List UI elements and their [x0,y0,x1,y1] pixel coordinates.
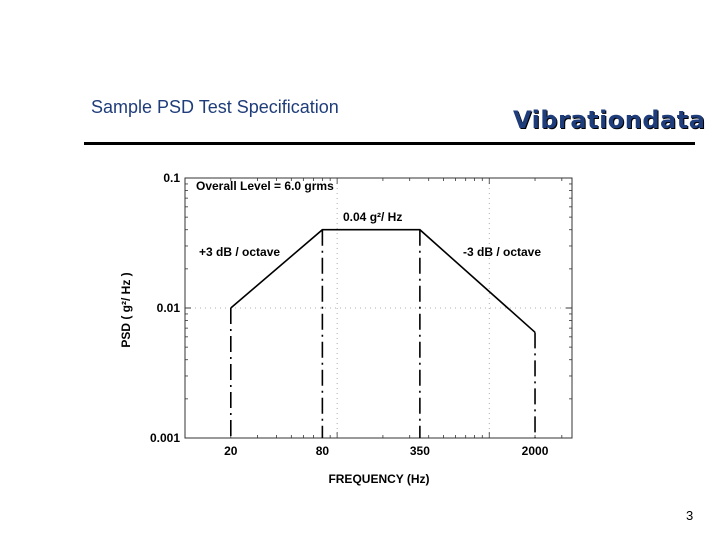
series-line-psd [230,228,536,333]
psd-chart: 0.1 0.01 0.001 20 80 350 2000 FREQUENCY … [119,171,573,486]
y-tick-0.1: 0.1 [163,171,180,185]
y-tick-0.01: 0.01 [157,301,181,315]
brand-logo: Vibrationdata [513,106,706,134]
page-number: 3 [686,508,694,523]
y-axis-label: PSD ( g²/ Hz ) [119,272,133,347]
grid [185,178,572,438]
left-slope-annotation: +3 dB / octave [199,245,280,259]
x-tick-2000: 2000 [522,444,549,458]
x-tick-80: 80 [316,444,330,458]
overall-level-annotation: Overall Level = 6.0 grms [196,179,334,193]
x-tick-350: 350 [410,444,430,458]
frequency-markers [229,229,536,438]
slide-title: Sample PSD Test Specification [91,97,339,117]
title-divider [84,142,695,145]
axis-ticks [184,177,572,439]
x-tick-20: 20 [224,444,238,458]
right-slope-annotation: -3 dB / octave [463,245,541,259]
plateau-annotation: 0.04 g²/ Hz [343,210,402,224]
y-tick-0.001: 0.001 [150,431,180,445]
x-axis-label: FREQUENCY (Hz) [328,472,429,486]
